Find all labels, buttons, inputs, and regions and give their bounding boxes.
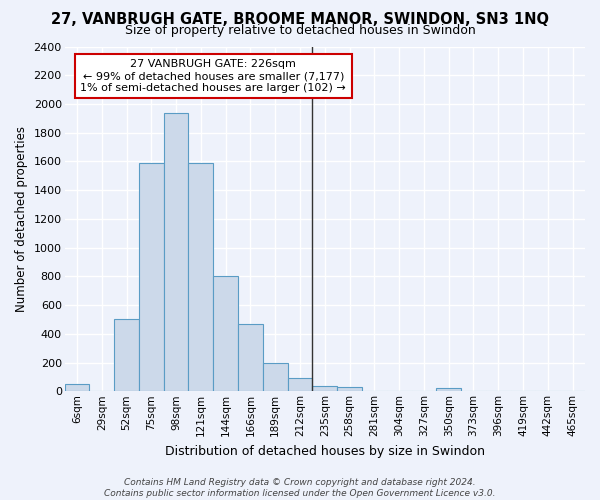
Text: Size of property relative to detached houses in Swindon: Size of property relative to detached ho… [125,24,475,37]
Bar [313,386,337,392]
Bar [287,378,313,392]
Text: Contains HM Land Registry data © Crown copyright and database right 2024.
Contai: Contains HM Land Registry data © Crown c… [104,478,496,498]
Bar [164,112,188,392]
Y-axis label: Number of detached properties: Number of detached properties [15,126,28,312]
Bar [263,364,287,392]
Text: 27, VANBRUGH GATE, BROOME MANOR, SWINDON, SN3 1NQ: 27, VANBRUGH GATE, BROOME MANOR, SWINDON… [51,12,549,28]
Bar [139,163,164,392]
Bar [238,324,263,392]
Bar [337,387,362,392]
Bar [65,384,89,392]
Bar [114,320,139,392]
Text: 27 VANBRUGH GATE: 226sqm
← 99% of detached houses are smaller (7,177)
1% of semi: 27 VANBRUGH GATE: 226sqm ← 99% of detach… [80,60,346,92]
X-axis label: Distribution of detached houses by size in Swindon: Distribution of detached houses by size … [165,444,485,458]
Bar [188,163,213,392]
Bar [436,388,461,392]
Bar [213,276,238,392]
